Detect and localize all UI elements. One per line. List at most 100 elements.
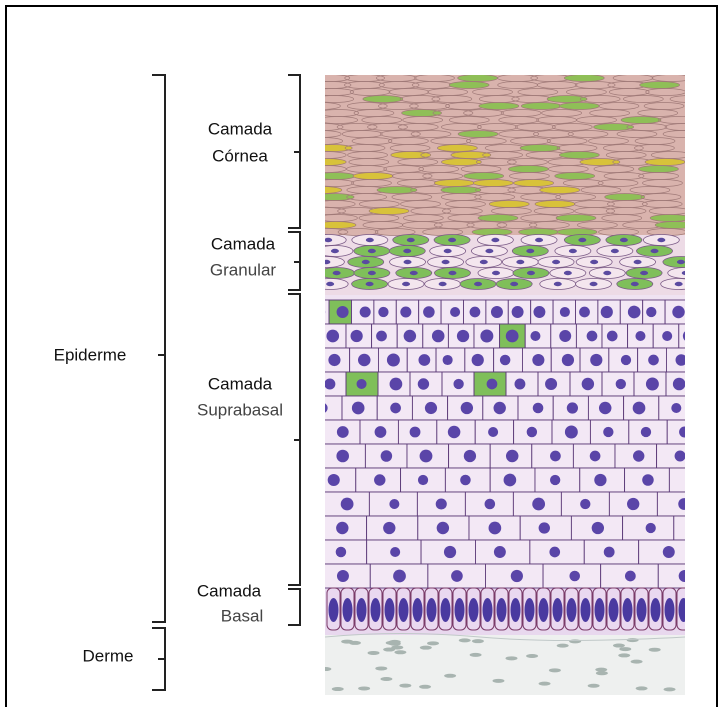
nucleus [328,474,340,486]
nucleus [336,522,348,534]
scale-cell [473,180,513,187]
nucleus [326,330,339,343]
nucleus [695,306,706,317]
nucleus [620,238,628,242]
nucleus [497,598,507,622]
nucleus [492,271,500,275]
dermis-fiber [358,686,370,690]
scale-cell [520,145,560,152]
scale-cell [451,152,491,159]
scale-cell [535,201,575,208]
nucleus [550,451,561,462]
nucleus [470,307,481,318]
dermis-fiber [493,679,505,683]
scale-cell [479,103,519,110]
nucleus [352,402,365,415]
scale-cell [478,215,518,222]
dermis-fiber [341,640,353,644]
spinous-cell [674,516,723,540]
nucleus [485,249,493,253]
nucleus [469,598,479,622]
scale-cell [316,222,356,229]
nucleus [439,282,447,286]
nucleus [337,306,349,318]
nucleus [609,598,619,622]
nucleus [402,282,410,286]
nucleus [368,249,376,253]
nucleus [569,249,577,253]
nucleus [637,598,647,622]
nucleus [444,546,456,558]
epiderme-bracket [152,75,165,622]
scale-cell [441,159,481,166]
nucleus [525,598,535,622]
nucleus [590,260,598,264]
nucleus [533,403,544,414]
nucleus [607,331,618,342]
dermis-fiber [549,668,561,672]
dermis-fiber [505,656,517,660]
nucleus [376,331,387,342]
nucleus [383,522,395,534]
dermis-fiber [636,686,648,690]
nucleus [679,427,690,438]
nucleus [381,450,393,462]
dermis-fiber [472,639,484,643]
nucleus [488,427,498,437]
nucleus [336,547,347,558]
nucleus [390,378,403,391]
nucleus [358,354,371,367]
nucleus [616,379,626,389]
nucleus [633,402,646,415]
nucleus [560,307,570,317]
nucleus [545,378,557,390]
region-label: Derme [82,646,133,665]
nucleus [450,307,460,317]
dermis-fiber [419,685,431,689]
nucleus [337,570,349,582]
nucleus [457,330,469,342]
nucleus [489,522,502,535]
scale-cell [306,159,346,166]
layer-label: Granular [210,260,276,279]
nucleus [418,354,430,366]
scale-cell [540,187,580,194]
dermis-fiber [631,660,643,664]
nucleus [432,330,445,343]
nucleus [526,249,534,253]
nucleus [673,378,686,391]
nucleus [592,522,604,534]
nucleus [603,427,613,437]
nucleus [326,282,334,286]
scale-cell [353,173,393,180]
nucleus [550,475,560,485]
nucleus [506,450,518,462]
nucleus [351,330,363,342]
nucleus [362,260,370,264]
nucleus [357,379,367,389]
nucleus [420,450,433,463]
nucleus [378,307,388,317]
nucleus [453,379,463,389]
nucleus [324,378,335,389]
nucleus [464,450,476,462]
nucleus [646,378,659,391]
dermis-fiber [664,687,676,691]
granular-bracket [288,232,300,290]
nucleus [623,598,633,622]
nucleus [487,379,498,390]
nucleus [634,260,642,264]
spinous-cell [658,564,716,588]
nucleus [385,598,395,622]
scale-cell [621,117,661,124]
nucleus [337,426,349,438]
nucleus [322,260,330,264]
scale-cell [314,194,354,201]
nucleus [491,306,503,318]
nucleus [527,271,535,275]
nucleus [581,598,591,622]
dermis-fiber [389,642,401,646]
scale-cell [640,82,680,89]
nucleus [448,238,456,242]
nucleus [578,238,586,242]
